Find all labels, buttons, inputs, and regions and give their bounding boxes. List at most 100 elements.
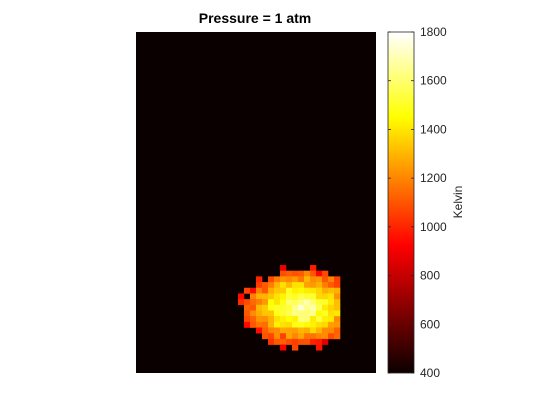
heatmap-cell: [280, 304, 287, 311]
heatmap-cell: [292, 310, 299, 317]
heatmap-cell: [322, 321, 329, 328]
heatmap-cell: [244, 321, 251, 328]
heatmap-cell: [280, 327, 287, 334]
heatmap-cell: [328, 299, 335, 306]
heatmap-cell: [262, 327, 269, 334]
heatmap-cell: [334, 287, 341, 294]
heatmap-cell: [268, 299, 275, 306]
heatmap-cell: [304, 293, 311, 300]
heatmap-cell: [280, 333, 287, 340]
heatmap-cell: [268, 333, 275, 340]
heatmap-cell: [280, 282, 287, 289]
heatmap-cell: [328, 282, 335, 289]
heatmap-cell: [304, 338, 311, 345]
heatmap-cell: [298, 327, 305, 334]
heatmap-cell: [268, 327, 275, 334]
heatmap-cell: [286, 338, 293, 345]
heatmap-cell: [310, 299, 317, 306]
heatmap-cell: [322, 327, 329, 334]
heatmap-cell: [316, 338, 323, 345]
heatmap-cell: [286, 304, 293, 311]
heatmap-cell: [334, 299, 341, 306]
heatmap-cell: [310, 338, 317, 345]
heatmap-cell: [316, 310, 323, 317]
heatmap-cell: [256, 304, 263, 311]
heatmap-cell: [298, 276, 305, 283]
colorbar-label: Kelvin: [451, 186, 465, 219]
heatmap-cell: [298, 338, 305, 345]
heatmap-cell: [310, 316, 317, 323]
heatmap-cell: [280, 270, 287, 277]
heatmap-cell: [262, 293, 269, 300]
heatmap-cell: [256, 287, 263, 294]
heatmap-cell: [286, 276, 293, 283]
heatmap-cell: [292, 321, 299, 328]
heatmap-cell: [304, 321, 311, 328]
heatmap-cell: [280, 344, 287, 351]
heatmap-cell: [280, 287, 287, 294]
heatmap-cell: [280, 316, 287, 323]
heatmap-cell: [238, 293, 245, 300]
heatmap-cell: [334, 321, 341, 328]
heatmap-cell: [268, 287, 275, 294]
heatmap-cell: [292, 344, 299, 351]
heatmap-cell: [316, 299, 323, 306]
heatmap-cell: [316, 321, 323, 328]
heatmap-cell: [334, 333, 341, 340]
heatmap-cell: [316, 270, 323, 277]
heatmap-cell: [328, 333, 335, 340]
colorbar-tick-label: 1400: [420, 122, 447, 136]
heatmap-cell: [244, 316, 251, 323]
heatmap-cell: [310, 310, 317, 317]
heatmap-cell: [274, 310, 281, 317]
heatmap-cell: [328, 327, 335, 334]
heatmap-cell: [274, 316, 281, 323]
colorbar-ticks: 400 600 800 1000 1200 1400 1600 1800: [388, 25, 447, 380]
heatmap-cell: [292, 333, 299, 340]
heatmap-cell: [316, 333, 323, 340]
heatmap-cell: [334, 293, 341, 300]
heatmap-cell: [250, 316, 257, 323]
heatmap-cell: [310, 333, 317, 340]
heatmap-cell: [280, 293, 287, 300]
heatmap-cell: [268, 304, 275, 311]
heatmap-cell: [256, 299, 263, 306]
heatmap-cell: [286, 270, 293, 277]
heatmap-cell: [292, 282, 299, 289]
heatmap-cell: [328, 276, 335, 283]
heatmap-cell: [328, 287, 335, 294]
heatmap-cell: [298, 333, 305, 340]
heatmap-cell: [310, 282, 317, 289]
heatmap-cell: [298, 321, 305, 328]
heatmap-cell: [298, 293, 305, 300]
heatmap-cell: [286, 299, 293, 306]
heatmap-cell: [256, 276, 263, 283]
heatmap-cell: [280, 321, 287, 328]
heatmap-cell: [316, 276, 323, 283]
heatmap-cell: [322, 310, 329, 317]
heatmap-cell: [292, 304, 299, 311]
heatmap-cell: [250, 304, 257, 311]
heatmap-cell: [316, 316, 323, 323]
heatmap-cell: [322, 282, 329, 289]
heatmap-cell: [316, 293, 323, 300]
heatmap-cell: [328, 310, 335, 317]
heatmap-cell: [268, 310, 275, 317]
heatmap-plot-area: [136, 32, 376, 373]
heatmap-cell: [310, 270, 317, 277]
heatmap-cell: [292, 338, 299, 345]
colorbar-tick-label: 800: [420, 269, 440, 283]
heatmap-cell: [310, 304, 317, 311]
heatmap-cell: [334, 276, 341, 283]
heatmap-cell: [310, 287, 317, 294]
heatmap-cell: [292, 299, 299, 306]
heatmap-cell: [274, 338, 281, 345]
heatmap-cell: [298, 270, 305, 277]
heatmap-cell: [280, 299, 287, 306]
heatmap-cell: [274, 287, 281, 294]
heatmap-cell: [256, 316, 263, 323]
heatmap-cell: [262, 304, 269, 311]
heatmap-cell: [286, 316, 293, 323]
heatmap-cell: [244, 299, 251, 306]
heatmap-cell: [262, 287, 269, 294]
